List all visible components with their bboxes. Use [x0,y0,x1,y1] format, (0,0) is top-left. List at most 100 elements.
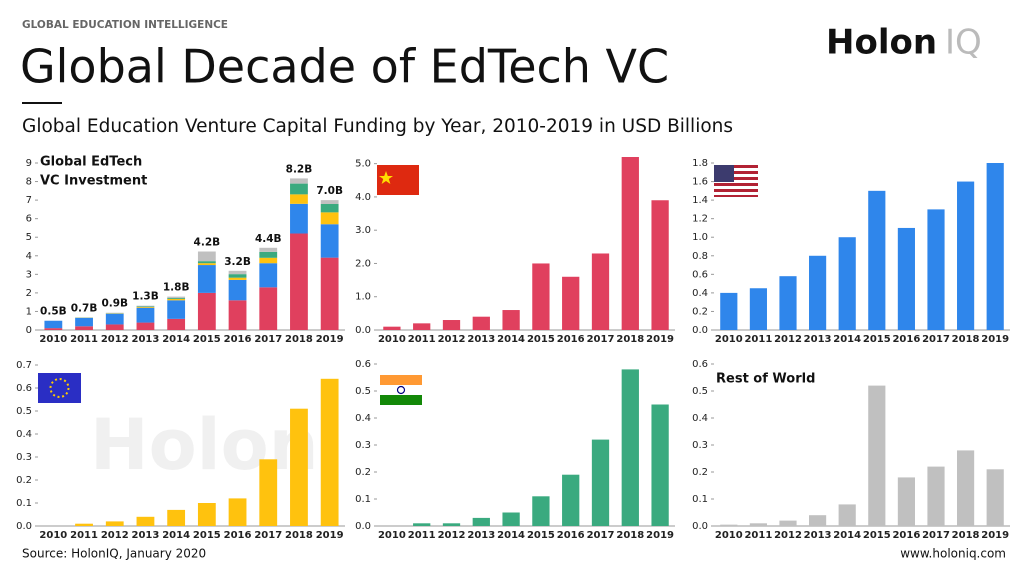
total-label: 3.2B [224,256,251,268]
y-tick-label: 0.3 [16,452,32,463]
bar-segment [136,306,155,308]
bar [986,469,1004,526]
bar [651,404,669,526]
y-tick-label: 0.0 [692,521,708,532]
bar-segment [320,200,339,205]
x-tick-label: 2010 [715,334,743,345]
bar-segment [228,274,247,278]
bar [720,524,738,526]
total-label: 1.8B [163,282,190,294]
subtitle: Global Education Venture Capital Funding… [22,116,733,137]
x-tick-label: 2011 [408,530,436,541]
bar-segment [290,183,308,195]
x-tick-label: 2015 [193,530,221,541]
y-tick-label: 0.2 [692,467,708,478]
x-tick-label: 2018 [616,530,644,541]
total-label: 7.0B [316,185,343,197]
x-tick-label: 2014 [497,334,525,345]
logo: Holon [826,23,937,63]
x-tick-label: 2013 [132,530,160,541]
x-tick-label: 2010 [715,530,743,541]
bar [472,316,490,330]
x-tick-label: 2011 [744,530,772,541]
source: Source: HolonIQ, January 2020 [22,547,206,561]
bar-segment [290,203,308,234]
bar [75,523,93,526]
y-tick-label: 0.6 [16,383,32,394]
bar-segment [197,263,216,266]
y-tick-label: 1.6 [692,177,708,188]
y-tick-label: 8 [26,177,32,188]
bar [383,326,401,330]
bar [779,276,797,330]
y-tick-label: 0.2 [16,475,32,486]
y-tick-label: 0.0 [692,325,708,336]
india-flag [380,375,422,405]
bar [472,517,490,526]
bar-segment [136,305,155,307]
y-tick-label: 1.0 [355,292,371,303]
bar [809,515,827,526]
y-tick-label: 0.5 [692,386,708,397]
x-tick-label: 2012 [101,334,129,345]
bar [413,523,431,526]
bar-segment [75,326,93,330]
x-tick-label: 2016 [892,334,920,345]
bar-segment [44,328,63,330]
x-tick-label: 2018 [952,334,980,345]
bar-segment [197,265,216,293]
total-label: 1.3B [132,291,159,303]
bar [591,439,610,526]
bar [868,190,886,330]
bar-segment [197,261,216,264]
total-label: 0.9B [101,298,128,310]
y-tick-label: 1.2 [692,214,708,225]
bar-segment [197,251,216,262]
y-tick-label: 1.8 [692,158,708,169]
x-tick-label: 2019 [646,334,674,345]
bar-segment [320,204,339,213]
bar-segment [259,263,278,288]
bar-segment [167,300,186,319]
y-tick-label: 0.1 [692,494,708,505]
x-tick-label: 2012 [101,530,129,541]
y-tick-label: 0.1 [355,494,371,505]
bar-segment [167,298,186,300]
y-tick-label: 0.2 [692,306,708,317]
total-label: 0.7B [71,302,98,314]
y-tick-label: 9 [26,158,32,169]
bar-segment [228,300,247,330]
x-tick-label: 2015 [863,334,891,345]
bar [413,323,431,330]
y-tick-label: 2.0 [355,258,371,269]
x-tick-label: 2016 [224,530,252,541]
x-tick-label: 2013 [467,530,495,541]
bar [259,459,278,526]
panel-title: VC Investment [40,174,147,189]
x-tick-label: 2012 [774,334,802,345]
panel-title: Global EdTech [40,155,142,170]
bar-segment [136,306,155,307]
x-tick-label: 2014 [162,530,190,541]
bar-segment [75,317,93,327]
bar-segment [320,212,339,225]
x-tick-label: 2016 [224,334,252,345]
x-tick-label: 2012 [774,530,802,541]
y-tick-label: 4 [26,251,32,262]
url: www.holoniq.com [900,547,1006,561]
x-tick-label: 2015 [527,334,555,345]
y-tick-label: 5.0 [355,159,371,170]
bar-segment [167,296,186,299]
bar-segment [228,277,247,280]
bar-segment [320,224,339,258]
x-tick-label: 2015 [527,530,555,541]
kicker: GLOBAL EDUCATION INTELLIGENCE [22,19,228,31]
bar [105,521,124,526]
bar [897,477,915,526]
y-tick-label: 0.4 [692,413,708,424]
y-tick-label: 0.7 [16,360,32,371]
y-tick-label: 0.8 [692,251,708,262]
bar [838,504,856,526]
x-tick-label: 2017 [254,530,282,541]
bar [868,385,886,526]
